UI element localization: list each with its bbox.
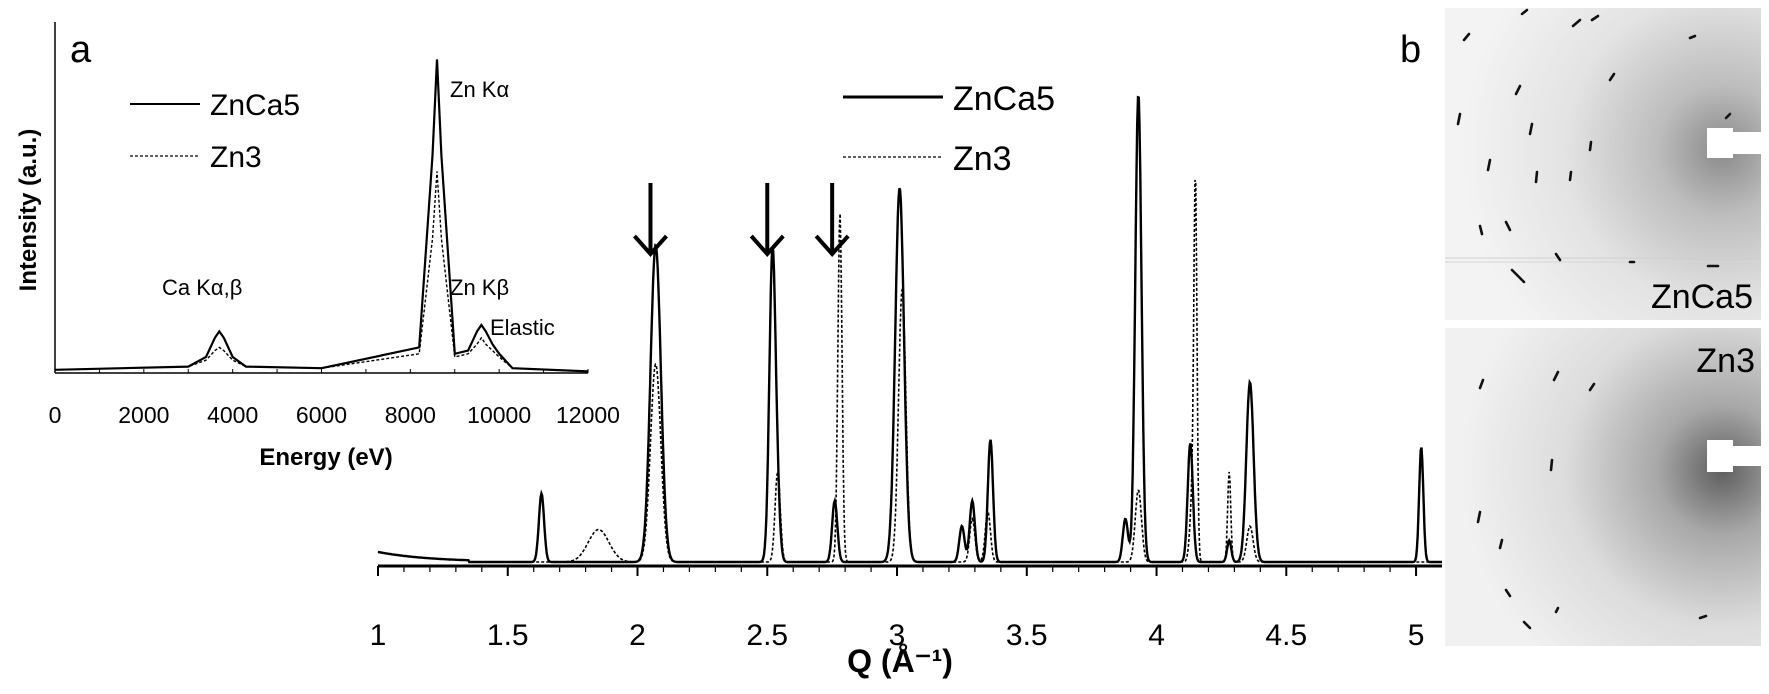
panel-b-label: b xyxy=(1400,29,1421,71)
inset-energy-plot: a 0 2000 4000 6000 8000 10000 12000 Energy (eV… xyxy=(15,22,620,471)
inset-x-tick-label: 8000 xyxy=(385,402,436,428)
inset-series-zn3 xyxy=(54,171,589,373)
annotation-ca: Ca Kα,β xyxy=(162,275,242,300)
inset-x-axis-label: Energy (eV) xyxy=(259,444,392,471)
down-arrow-icon xyxy=(814,183,850,258)
inset-x-tick-label: 6000 xyxy=(296,402,347,428)
main-legend-zn3-label: Zn3 xyxy=(953,140,1012,178)
inset-x-ticks xyxy=(54,369,589,373)
main-x-tick-label: 3 xyxy=(889,619,906,652)
main-series-zn3 xyxy=(377,179,1442,563)
main-legend-zznca5-label: ZnCa5 xyxy=(953,80,1055,118)
main-x-tick-label: 2.5 xyxy=(746,619,788,652)
main-series-zznca5 xyxy=(377,95,1442,564)
annotation-elastic: Elastic xyxy=(490,315,555,340)
main-arrows xyxy=(632,183,850,258)
main-x-tick-label: 4 xyxy=(1148,619,1165,652)
diffraction-image-znca5: ZnCa5 xyxy=(1445,8,1761,320)
main-x-tick-label: 2 xyxy=(629,619,646,652)
annotation-zn-ka: Zn Kα xyxy=(450,77,509,102)
inset-legend-zznca5-label: ZnCa5 xyxy=(210,89,300,122)
main-x-tick-label: 1.5 xyxy=(487,619,529,652)
down-arrow-icon xyxy=(749,183,785,258)
inset-x-tick-label: 10000 xyxy=(467,402,531,428)
main-x-tick-label: 5 xyxy=(1408,619,1425,652)
main-x-tick-label: 4.5 xyxy=(1265,619,1307,652)
inset-series-zznca5 xyxy=(54,59,589,373)
main-x-tick-labels: 1 1.5 2 2.5 3 3.5 4 4.5 5 xyxy=(370,619,1425,652)
inset-legend-zn3-label: Zn3 xyxy=(210,141,262,174)
main-x-tick-label: 3.5 xyxy=(1006,619,1048,652)
inset-x-tick-label: 4000 xyxy=(207,402,258,428)
inset-x-tick-labels: 0 2000 4000 6000 8000 10000 12000 xyxy=(49,402,620,428)
inset-x-tick-label: 12000 xyxy=(556,402,620,428)
inset-x-tick-label: 0 xyxy=(49,402,62,428)
annotation-zn-kb: Zn Kβ xyxy=(450,275,509,300)
diffraction-image-zn3: Zn3 xyxy=(1445,328,1761,646)
inset-x-tick-label: 2000 xyxy=(118,402,169,428)
main-xrd-plot: 1 1.5 2 2.5 3 3.5 4 4.5 5 Q (Å⁻¹) ZnCa5 Zn3 xyxy=(370,80,1442,679)
image-label-znca5: ZnCa5 xyxy=(1651,278,1753,316)
down-arrow-icon xyxy=(632,183,668,258)
main-x-axis-label: Q (Å⁻¹) xyxy=(847,643,953,679)
image-label-zn3: Zn3 xyxy=(1696,342,1755,380)
panel-a-label: a xyxy=(70,29,92,71)
main-x-ticks xyxy=(377,566,1418,576)
inset-y-axis-label: Intensity (a.u.) xyxy=(15,129,42,292)
main-x-tick-label: 1 xyxy=(370,619,387,652)
